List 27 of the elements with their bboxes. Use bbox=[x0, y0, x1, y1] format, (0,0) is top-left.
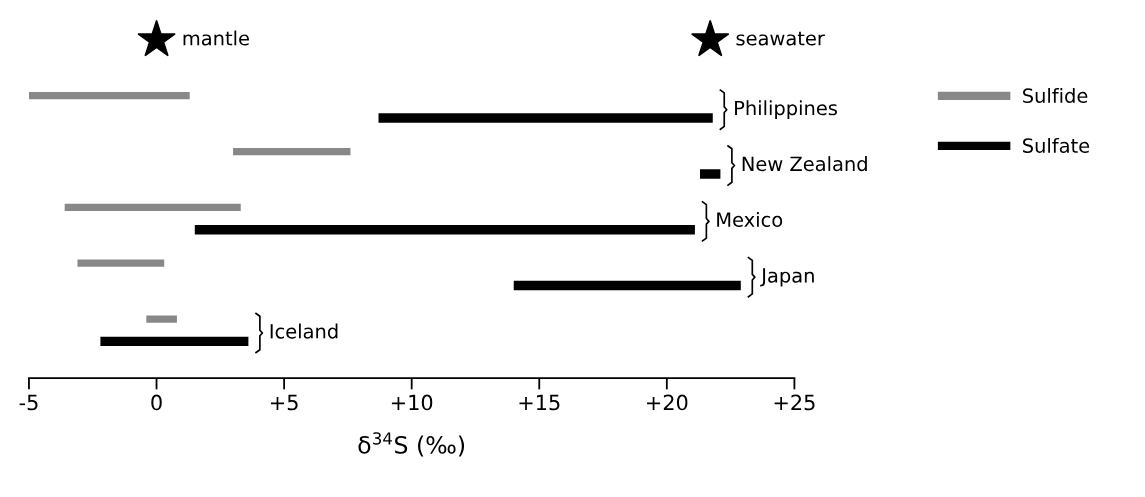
x-tick-label: +10 bbox=[391, 394, 433, 411]
legend-label: Sulfide bbox=[1023, 87, 1088, 104]
bar bbox=[378, 113, 713, 123]
x-tick-label: -5 bbox=[19, 394, 38, 411]
bar bbox=[64, 203, 241, 212]
y-tick-label: Mexico bbox=[717, 211, 783, 227]
x-tick-label: +20 bbox=[647, 394, 688, 411]
x-tick-label: +15 bbox=[519, 394, 560, 411]
bar bbox=[77, 259, 165, 267]
bar bbox=[194, 224, 695, 235]
x-tick-label: +25 bbox=[774, 394, 815, 411]
y-tick-label: Philippines bbox=[735, 100, 837, 120]
bar bbox=[513, 280, 741, 291]
bar bbox=[233, 147, 351, 156]
x-axis-title: δ$^{34}$S (‰) bbox=[358, 432, 465, 457]
text: mantle bbox=[183, 30, 249, 46]
x-tick-label: 0 bbox=[151, 394, 162, 411]
bar bbox=[700, 169, 721, 179]
bar bbox=[28, 92, 190, 100]
y-tick-label: New Zealand bbox=[742, 156, 867, 172]
bar bbox=[100, 336, 249, 347]
y-tick-label: Iceland bbox=[270, 323, 338, 339]
text: seawater bbox=[736, 31, 825, 46]
x-tick-label: +5 bbox=[270, 394, 298, 411]
legend-label: Sulfate bbox=[1023, 137, 1090, 153]
y-tick-label: Japan bbox=[760, 268, 814, 287]
bar bbox=[146, 315, 177, 323]
